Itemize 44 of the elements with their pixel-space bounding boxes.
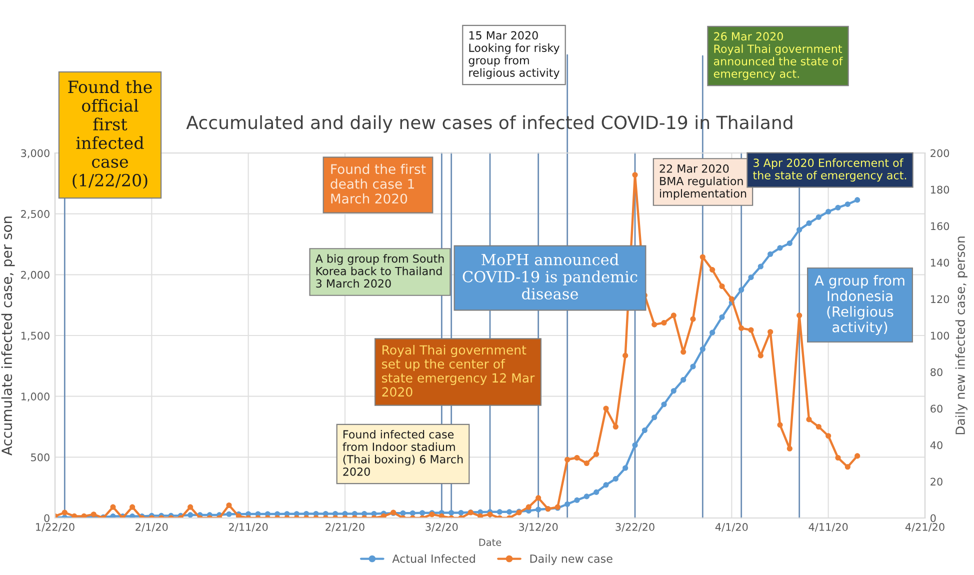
y2-tick-label: 120 xyxy=(931,295,950,304)
ref-line-label: A group from Indonesia (Religious activity) xyxy=(814,274,904,336)
x-tick-label: 4/11/20 xyxy=(808,523,848,532)
y2-tick-label: 140 xyxy=(931,258,950,267)
y2-tick-label: 180 xyxy=(931,186,950,194)
ref-line-label: Royal Thai government set up the center of state emergency 12 Mar 2020 xyxy=(382,344,535,397)
x-tick-label: 3/12/20 xyxy=(519,523,558,532)
y2-tick-label: 80 xyxy=(930,368,942,376)
annotation: MoPH announced COVID-19 is pandemic disease xyxy=(462,254,638,300)
y2-tick-label: 160 xyxy=(931,222,950,230)
y2-axis-title: Daily new infected case, person xyxy=(955,236,968,434)
y2-tick-label: 100 xyxy=(931,332,950,340)
ref-line-label: 22 Mar 2020 BMA regulation implementation xyxy=(660,164,746,200)
legend-label: Daily new case xyxy=(530,554,612,565)
y2-tick-label: 20 xyxy=(930,478,942,486)
y2-tick-label: 200 xyxy=(930,149,950,158)
x-tick-label: 3/2/20 xyxy=(426,523,458,532)
x-tick-label: 2/1/20 xyxy=(136,523,168,532)
ref-line-label: 26 Mar 2020 Royal Thai government announced the state of emergency act. xyxy=(714,32,843,80)
y-tick-label: 2,000 xyxy=(21,270,50,280)
ref-line-label: Found infected case from Indoor stadium (Thai boxing) 6 March 2020 xyxy=(342,430,463,476)
y-tick-label: 1,500 xyxy=(21,332,50,341)
x-tick-label: 3/22/20 xyxy=(616,523,654,532)
y-tick-label: 1,000 xyxy=(21,392,50,402)
y-tick-label: 3,000 xyxy=(21,149,50,158)
y-tick-label: 500 xyxy=(31,453,50,462)
y2-tick-label: 40 xyxy=(930,441,942,450)
y2-tick-label: 60 xyxy=(930,404,942,413)
x-tick-label: 4/21/20 xyxy=(905,523,944,532)
x-axis-title: Date xyxy=(479,538,502,546)
y2-tick-label: 0 xyxy=(930,514,936,522)
y-axis-title: Accumulate infected case, per son xyxy=(1,216,15,456)
x-tick-label: 1/22/20 xyxy=(36,523,74,532)
y-tick-label: 2,500 xyxy=(21,210,50,219)
ref-line-label: A big group from South Korea back to Thailand 3 March 2020 xyxy=(315,254,444,288)
y-tick-label: 0 xyxy=(44,514,50,522)
ref-line-label: Found the official first infected case (1/22/20) xyxy=(68,80,152,189)
x-tick-label: 4/1/20 xyxy=(715,523,748,532)
legend-label: Actual Infected xyxy=(392,554,475,563)
x-tick-label: 2/21/20 xyxy=(326,523,364,532)
x-tick-label: 2/11/20 xyxy=(229,523,268,532)
ref-line-label: Found the first death case 1 March 2020 xyxy=(330,164,426,204)
ref-line-label: 3 Apr 2020 Enforcement of the state of emergency act. xyxy=(753,158,906,182)
ref-line-label: 15 Mar 2020 Looking for risky group from religious activity xyxy=(468,31,560,80)
